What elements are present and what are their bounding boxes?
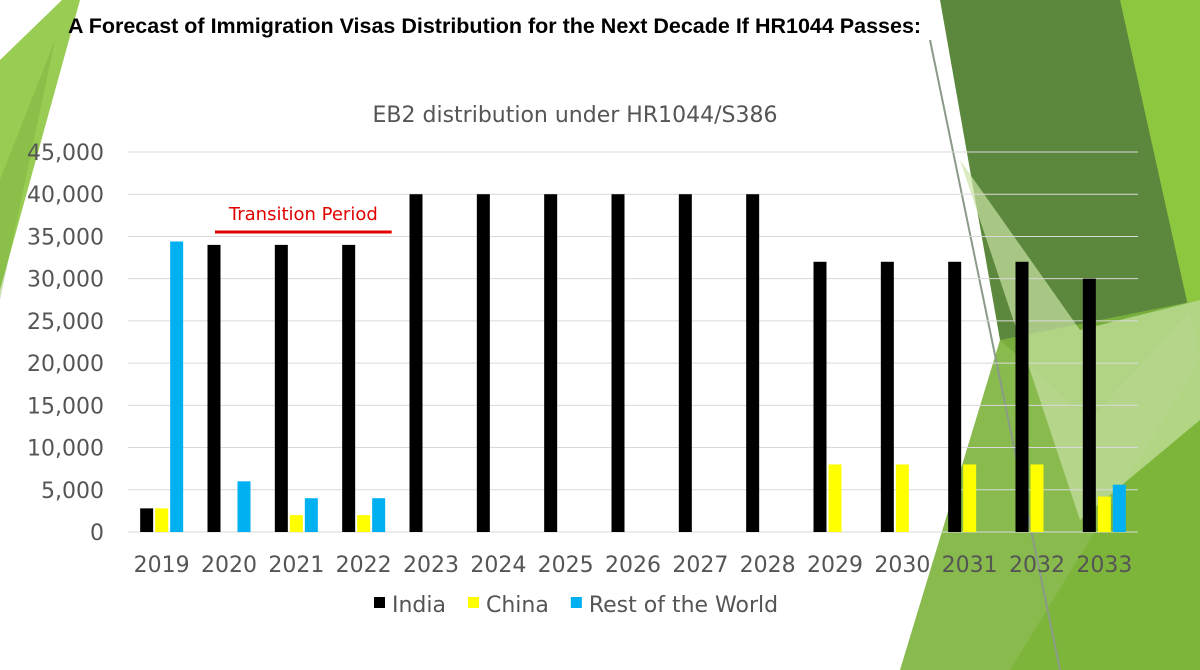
transition-annotation: Transition Period xyxy=(215,204,392,234)
slide-title: A Forecast of Immigration Visas Distribu… xyxy=(68,14,922,38)
x-tick-label: 2025 xyxy=(538,553,594,578)
x-tick-label: 2026 xyxy=(605,553,661,578)
left-green-shape xyxy=(0,0,80,290)
bar-china-2029 xyxy=(828,464,842,532)
bar-india-2026 xyxy=(611,194,625,532)
x-tick-label: 2022 xyxy=(336,553,392,578)
x-tick-label: 2020 xyxy=(201,553,257,578)
legend-swatch-rest-of-the-world xyxy=(570,597,582,608)
bars xyxy=(140,194,1126,532)
transition-period-label: Transition Period xyxy=(228,204,378,225)
x-tick-label: 2019 xyxy=(134,553,190,578)
bar-india-2023 xyxy=(409,194,423,532)
x-tick-label: 2033 xyxy=(1076,553,1132,578)
legend-label-china: China xyxy=(486,593,549,618)
bar-india-2020 xyxy=(207,244,221,532)
bar-india-2030 xyxy=(880,261,894,532)
bar-china-2032 xyxy=(1030,464,1044,532)
bar-india-2027 xyxy=(678,194,692,532)
y-tick-label: 25,000 xyxy=(27,310,104,335)
legend-swatch-china xyxy=(468,597,479,608)
bar-india-2029 xyxy=(813,261,827,532)
right-green-shape-pale xyxy=(960,160,1200,520)
bar-india-2022 xyxy=(342,244,356,532)
y-tick-label: 10,000 xyxy=(27,437,104,462)
bar-india-2033 xyxy=(1082,278,1096,532)
bar-china-2033 xyxy=(1097,496,1111,532)
y-tick-label: 15,000 xyxy=(27,394,104,419)
x-tick-label: 2029 xyxy=(807,553,863,578)
bar-china-2019 xyxy=(155,508,169,532)
bar-india-2024 xyxy=(476,194,490,532)
legend-label-rest-of-the-world: Rest of the World xyxy=(589,593,778,618)
y-axis-labels: 0 5,000 10,000 15,000 20,000 25,000 30,000 35,0… xyxy=(27,141,104,546)
bar-china-2021 xyxy=(289,515,303,532)
bar-india-2025 xyxy=(544,194,558,532)
legend: India China Rest of the World xyxy=(374,593,778,618)
bar-india-2021 xyxy=(274,244,288,532)
x-tick-label: 2024 xyxy=(470,553,526,578)
bar-india-2032 xyxy=(1015,261,1029,532)
bar-china-2022 xyxy=(357,515,371,532)
x-tick-label: 2027 xyxy=(672,553,728,578)
y-tick-label: 20,000 xyxy=(27,352,104,377)
x-tick-label: 2021 xyxy=(268,553,324,578)
legend-swatch-india xyxy=(374,597,385,608)
bar-rest-of-the-world-2020 xyxy=(237,481,251,532)
bar-india-2031 xyxy=(948,261,962,532)
bar-rest-of-the-world-2021 xyxy=(304,498,318,532)
y-tick-label: 45,000 xyxy=(27,141,104,166)
y-tick-label: 35,000 xyxy=(27,225,104,250)
x-tick-label: 2030 xyxy=(874,553,930,578)
bar-china-2031 xyxy=(963,464,977,532)
y-tick-label: 5,000 xyxy=(41,479,104,504)
y-tick-label: 30,000 xyxy=(27,268,104,293)
bar-rest-of-the-world-2022 xyxy=(372,498,386,532)
chart-title: EB2 distribution under HR1044/S386 xyxy=(373,103,778,128)
x-tick-label: 2031 xyxy=(942,553,998,578)
left-green-shape-dark xyxy=(0,40,55,300)
x-tick-label: 2032 xyxy=(1009,553,1065,578)
bar-rest-of-the-world-2019 xyxy=(170,241,184,532)
bar-china-2030 xyxy=(895,464,909,532)
y-tick-label: 0 xyxy=(90,521,104,546)
legend-label-india: India xyxy=(392,593,446,618)
x-tick-label: 2023 xyxy=(403,553,459,578)
y-tick-label: 40,000 xyxy=(27,183,104,208)
x-tick-label: 2028 xyxy=(740,553,796,578)
bar-india-2028 xyxy=(746,194,760,532)
bar-india-2019 xyxy=(140,508,154,532)
x-axis-labels: 2019 2020 2021 2022 2023 2024 2025 2026 2027 2028… xyxy=(134,553,1133,578)
bar-rest-of-the-world-2033 xyxy=(1112,484,1126,532)
diagonal-line xyxy=(929,39,1061,670)
